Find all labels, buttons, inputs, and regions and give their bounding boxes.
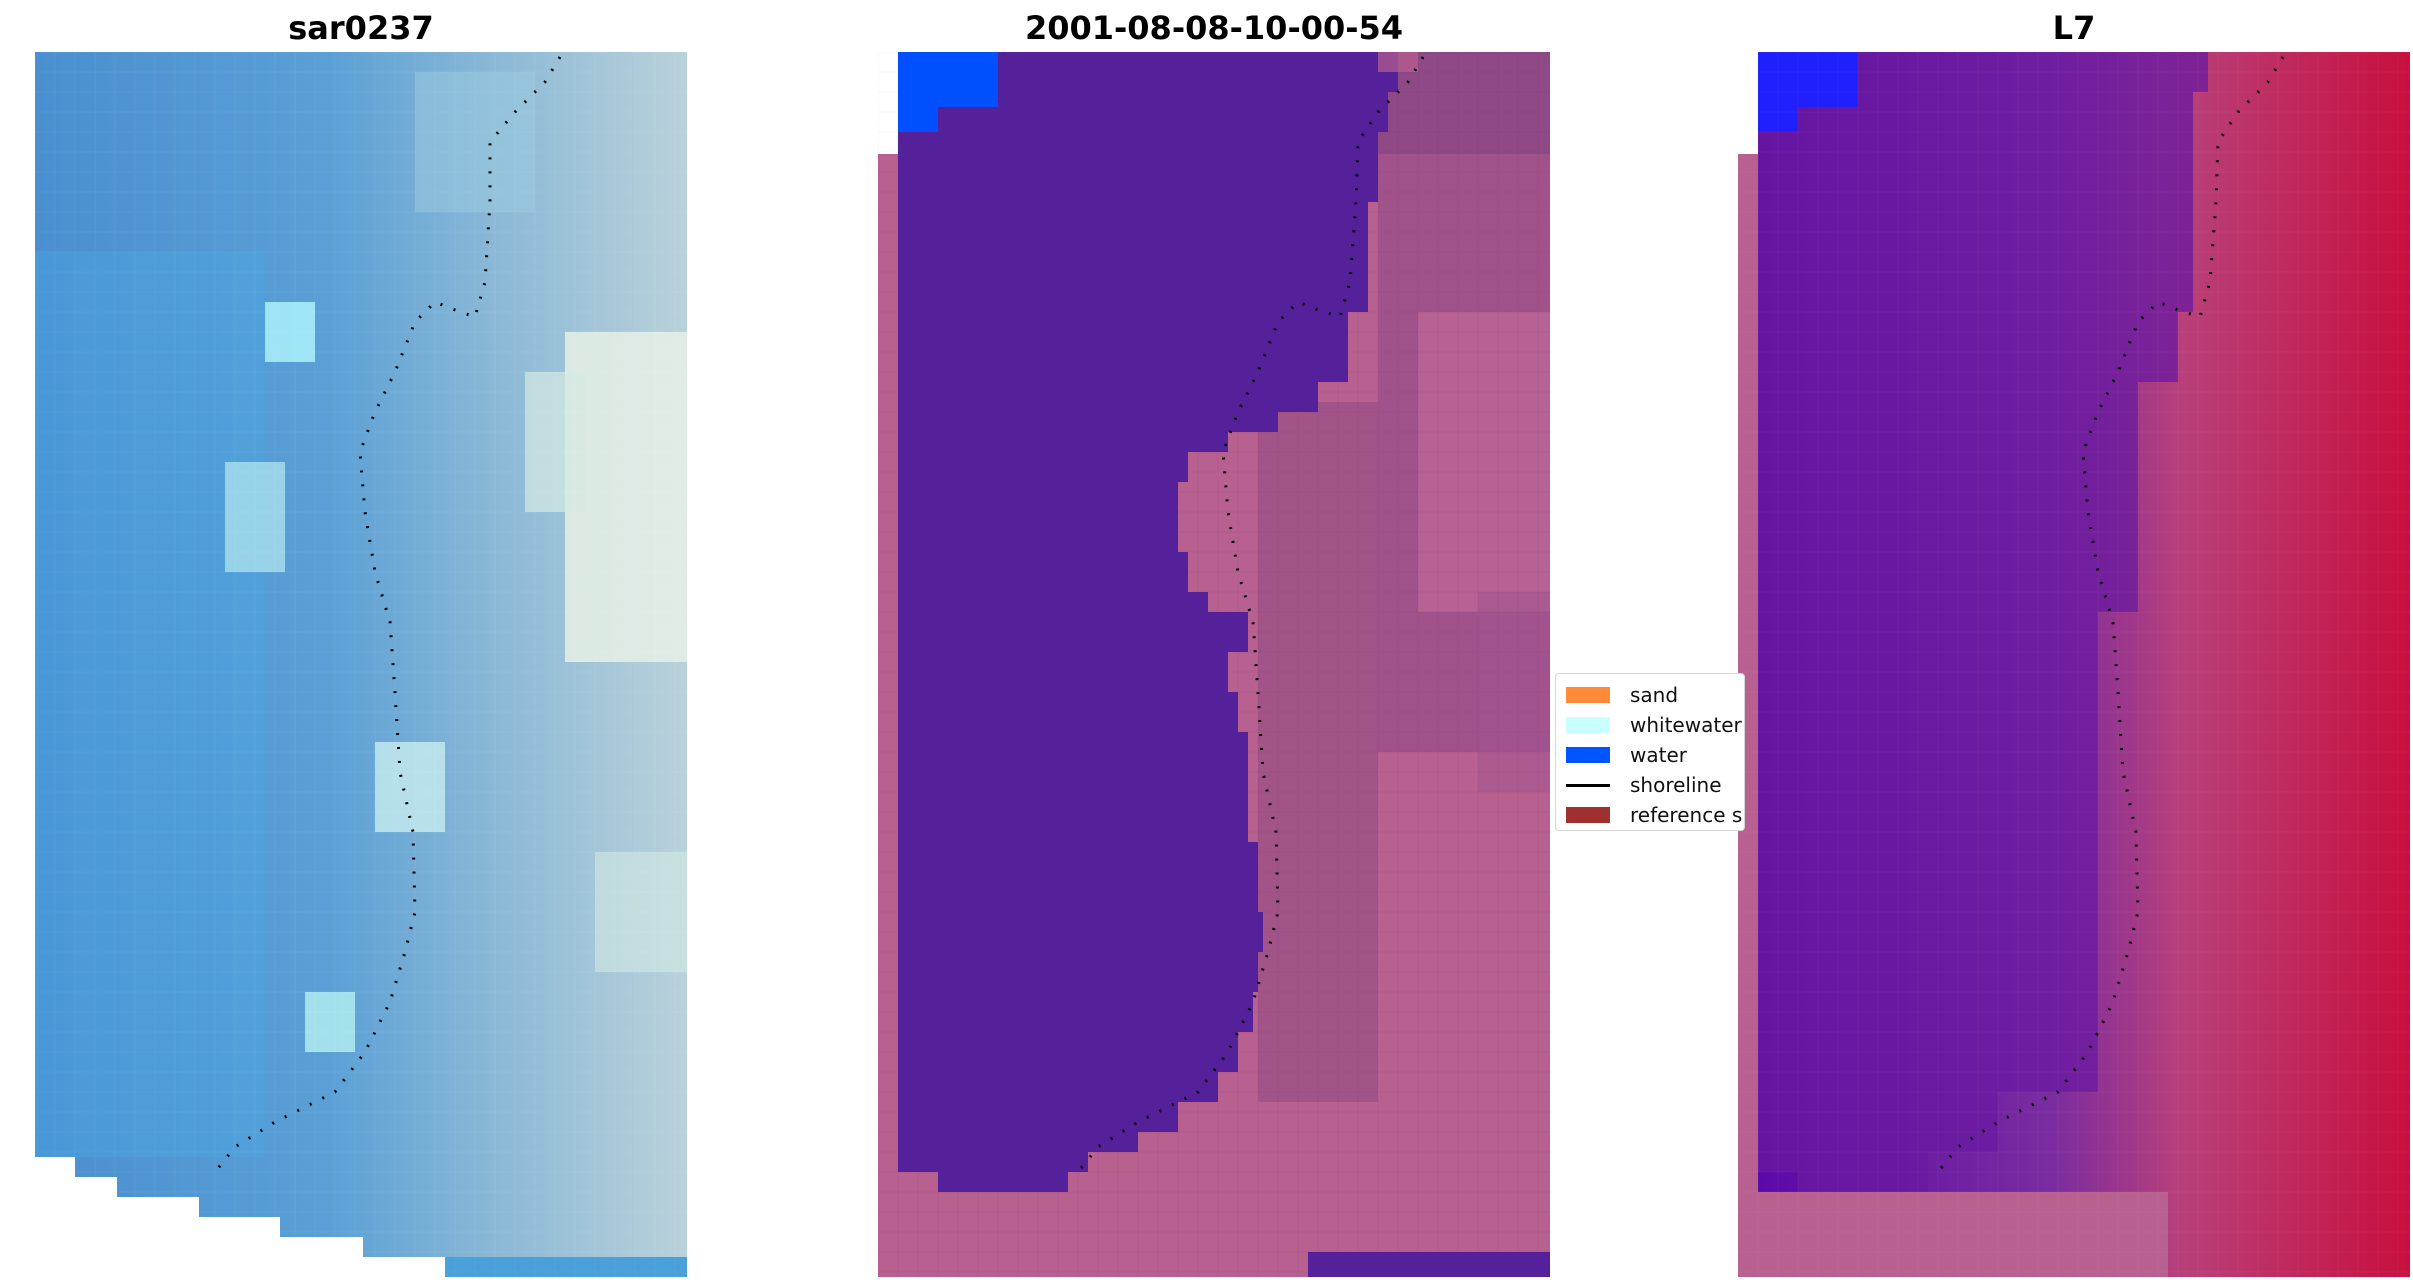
rgb-image [35, 52, 687, 1277]
legend-label: sand [1630, 683, 1679, 707]
reference-shoreline-swatch [1566, 807, 1610, 823]
legend-item-whitewater: whitewater [1566, 712, 1742, 738]
legend-item-shoreline: shoreline [1566, 772, 1722, 798]
legend-item-reference-shoreline: reference shoreline [1566, 802, 1744, 828]
index-image [1738, 52, 2410, 1277]
sand-swatch [1566, 687, 1610, 703]
classified-image [878, 52, 1550, 1277]
shoreline-line-swatch [1566, 783, 1610, 787]
panel-title-rgb: sar0237 [288, 9, 434, 47]
shoreline-line [213, 56, 562, 1173]
deep-water-patch [898, 52, 998, 107]
whitewater-swatch [1566, 717, 1610, 733]
legend-label: whitewater [1630, 713, 1742, 737]
legend-item-water: water [1566, 742, 1687, 768]
panel-title-classified: 2001-08-08-10-00-54 [1024, 9, 1404, 47]
classified-image-panel [878, 52, 1550, 1277]
panel-title-index: L7 [2052, 9, 2096, 47]
index-image-panel [1738, 52, 2410, 1277]
legend-label: shoreline [1630, 773, 1722, 797]
legend-label: reference shoreline [1630, 803, 1744, 827]
water-swatch [1566, 747, 1610, 763]
legend-item-sand: sand [1566, 682, 1678, 708]
legend-label: water [1630, 743, 1687, 767]
water-class-area [898, 52, 1398, 1192]
legend: sand whitewater water shoreline referenc… [1555, 673, 1745, 831]
rgb-image-panel [35, 52, 687, 1277]
